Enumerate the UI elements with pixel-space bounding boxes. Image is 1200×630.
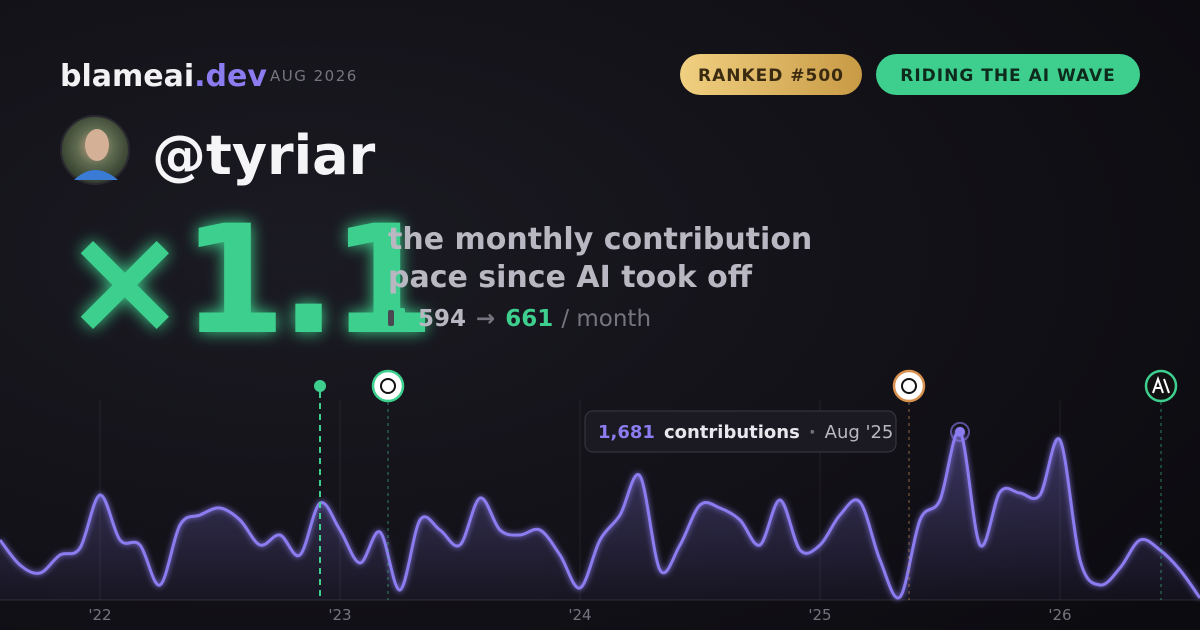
event-icon: [892, 369, 926, 403]
chart: '22 '23 '24 '25 '26 1,681 contributions · Aug '2…: [0, 400, 1200, 624]
event-icon-glyph: [901, 378, 917, 394]
x-tick-label: '23: [328, 606, 351, 624]
rank-badge: [680, 54, 862, 95]
bar-icon: [388, 310, 394, 326]
event-icon-glyph: [380, 378, 396, 394]
tooltip-box: [584, 410, 897, 453]
x-tick-label: '25: [808, 606, 831, 624]
avatar-face: [85, 129, 109, 161]
brand-suffix: .dev: [194, 59, 267, 94]
caption-line: pace since AI took off: [388, 260, 753, 295]
highlight-ring: [950, 421, 970, 442]
tooltip-value: 1,681: [598, 422, 655, 443]
brand: blameai.dev: [60, 59, 267, 94]
wave-badge: [876, 54, 1140, 95]
pace-before: 594: [418, 306, 466, 332]
x-tick-label: '24: [568, 606, 591, 624]
multiplier: ×1.1: [62, 194, 429, 368]
handle: @tyriar: [152, 124, 376, 187]
wave-badge-text: RIDING THE AI WAVE: [900, 66, 1115, 86]
tooltip: 1,681 contributions · Aug '25: [598, 422, 893, 443]
pace: 594 → 661 / month: [418, 306, 651, 332]
highlight-point: [955, 426, 965, 437]
event-dot: [314, 380, 326, 392]
avatar-shirt: [74, 170, 118, 180]
pace-unit: / month: [561, 306, 651, 332]
tooltip-date: Aug '25: [825, 422, 894, 443]
event-markers: [314, 369, 1178, 600]
pace-arrow: →: [476, 306, 495, 332]
line: [0, 430, 1200, 600]
period: AUG 2026: [270, 67, 358, 85]
event-icon: [371, 369, 405, 403]
bar-icon: [399, 308, 405, 326]
x-tick-label: '26: [1048, 606, 1071, 624]
x-tick-label: '22: [88, 606, 111, 624]
caption-line: the monthly contribution: [388, 222, 812, 257]
rank-badge-text: RANKED #500: [698, 66, 844, 86]
brand-name: blameai: [60, 59, 194, 94]
area: [0, 431, 1200, 600]
pace-after: 661: [505, 306, 553, 332]
event-icon-glyph: [1152, 376, 1170, 394]
tooltip-sep: ·: [809, 422, 816, 443]
tooltip-text: contributions: [664, 422, 800, 443]
